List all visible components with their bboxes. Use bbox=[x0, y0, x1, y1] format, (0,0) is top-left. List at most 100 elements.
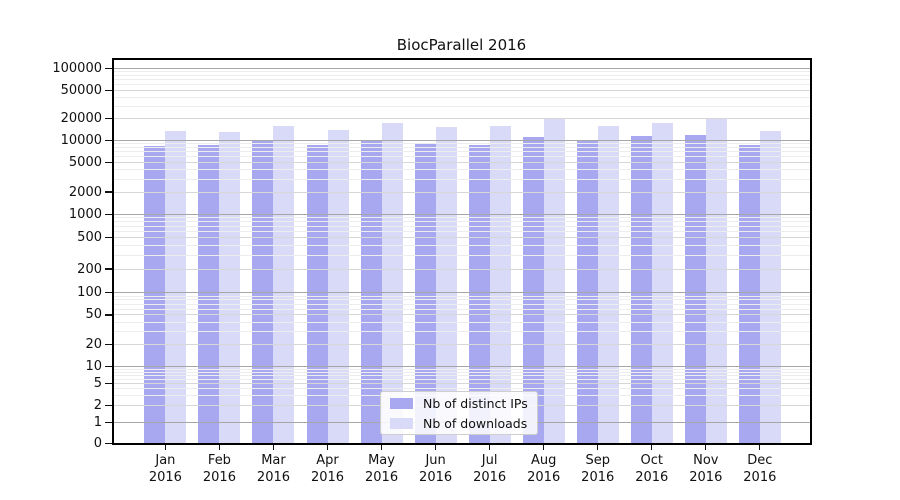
gridline-40000 bbox=[114, 96, 810, 98]
y-tick-5 bbox=[105, 382, 112, 385]
x-tick-label-nov: Nov 2016 bbox=[679, 452, 733, 486]
legend-item-distinct-ips: Nb of distinct IPs bbox=[390, 396, 528, 411]
y-tick-200 bbox=[105, 268, 112, 270]
x-tick-oct bbox=[651, 445, 653, 450]
x-label-year: 2016 bbox=[419, 470, 453, 485]
gridline-30 bbox=[114, 330, 810, 332]
x-tick-apr bbox=[326, 445, 329, 450]
x-tick-nov bbox=[705, 445, 707, 450]
x-label-year: 2016 bbox=[148, 470, 182, 485]
y-tick-2000 bbox=[105, 191, 112, 193]
x-tick-dec bbox=[759, 445, 761, 450]
x-tick-label-oct: Oct 2016 bbox=[625, 452, 679, 486]
gridline-2000 bbox=[114, 191, 810, 193]
gridline-90000 bbox=[114, 71, 810, 73]
gridline-60000 bbox=[114, 84, 810, 86]
x-label-year: 2016 bbox=[581, 470, 615, 485]
gridline-70000 bbox=[114, 79, 810, 81]
x-tick-mar bbox=[272, 445, 275, 450]
y-tick-2 bbox=[105, 405, 112, 407]
x-label-month: May bbox=[368, 453, 395, 468]
bar-distinct-ips-sep bbox=[576, 140, 598, 443]
x-label-year: 2016 bbox=[527, 470, 561, 485]
gridline-5000 bbox=[114, 162, 810, 164]
y-tick-label-10000: 10000 bbox=[60, 133, 102, 148]
y-tick-100000 bbox=[105, 68, 112, 70]
x-tick-jan bbox=[164, 445, 166, 450]
gridline-60 bbox=[114, 308, 810, 310]
x-tick-label-apr: Apr 2016 bbox=[301, 452, 355, 486]
y-tick-20000 bbox=[105, 118, 112, 120]
bar-downloads-jun bbox=[435, 126, 457, 443]
y-tick-label-10: 10 bbox=[85, 359, 102, 375]
y-tick-label-200: 200 bbox=[77, 261, 102, 277]
x-tick-feb bbox=[218, 445, 221, 450]
y-tick-label-50: 50 bbox=[85, 307, 102, 323]
gridline-200 bbox=[114, 268, 810, 270]
y-tick-label-5000: 5000 bbox=[68, 155, 102, 171]
x-tick-aug bbox=[543, 445, 545, 450]
x-label-year: 2016 bbox=[635, 470, 669, 485]
legend-label-downloads: Nb of downloads bbox=[423, 415, 528, 431]
y-tick-label-100000: 100000 bbox=[52, 61, 102, 77]
bar-downloads-may bbox=[381, 122, 403, 443]
x-label-month: Aug bbox=[530, 453, 557, 468]
x-label-month: Dec bbox=[747, 453, 773, 468]
x-label-month: Feb bbox=[207, 453, 231, 468]
x-label-month: Mar bbox=[261, 453, 286, 468]
gridline-800 bbox=[114, 221, 810, 223]
gridline-10000 bbox=[114, 140, 810, 141]
gridline-40 bbox=[114, 321, 810, 323]
x-tick-label-dec: Dec 2016 bbox=[733, 452, 787, 486]
y-tick-label-2: 2 bbox=[93, 398, 102, 414]
bar-downloads-jul bbox=[489, 125, 511, 443]
y-tick-1 bbox=[105, 422, 112, 424]
x-label-year: 2016 bbox=[743, 470, 777, 485]
bar-distinct-ips-may bbox=[360, 140, 382, 443]
x-label-month: Oct bbox=[640, 453, 663, 468]
x-tick-label-jan: Jan 2016 bbox=[138, 452, 192, 486]
x-tick-label-jul: Jul 2016 bbox=[463, 452, 517, 486]
legend-item-downloads: Nb of downloads bbox=[390, 416, 528, 431]
gridline-8000 bbox=[114, 147, 810, 149]
gridline-50 bbox=[114, 314, 810, 316]
gridline-400 bbox=[114, 244, 810, 246]
gridline-6 bbox=[114, 378, 810, 380]
legend-swatch-distinct-ips-icon bbox=[390, 397, 413, 409]
x-tick-label-feb: Feb 2016 bbox=[192, 452, 246, 486]
gridline-100000 bbox=[114, 68, 810, 70]
x-label-year: 2016 bbox=[202, 470, 236, 485]
gridline-9 bbox=[114, 368, 810, 370]
bar-distinct-ips-oct bbox=[630, 136, 652, 443]
gridline-7 bbox=[114, 374, 810, 376]
gridline-6000 bbox=[114, 156, 810, 158]
x-tick-label-aug: Aug 2016 bbox=[517, 452, 571, 486]
y-tick-label-50000: 50000 bbox=[60, 82, 102, 98]
legend: Nb of distinct IPs Nb of downloads bbox=[380, 391, 538, 435]
gridline-50000 bbox=[114, 89, 810, 91]
gridline-8 bbox=[114, 371, 810, 373]
gridline-3000 bbox=[114, 178, 810, 180]
gridline-20000 bbox=[114, 118, 810, 120]
bar-downloads-nov bbox=[705, 119, 727, 443]
x-tick-jul bbox=[489, 445, 491, 450]
x-label-month: Nov bbox=[693, 453, 719, 468]
y-tick-label-100: 100 bbox=[77, 285, 102, 301]
gridline-4000 bbox=[114, 169, 810, 171]
y-tick-label-20000: 20000 bbox=[60, 111, 102, 127]
gridline-100 bbox=[114, 292, 810, 294]
x-label-year: 2016 bbox=[473, 470, 507, 485]
legend-label-distinct-ips: Nb of distinct IPs bbox=[423, 395, 528, 411]
bar-downloads-jan bbox=[165, 130, 187, 443]
y-tick-10000 bbox=[105, 139, 112, 142]
gridline-5 bbox=[114, 383, 810, 385]
bar-distinct-ips-feb bbox=[198, 144, 220, 443]
gridline-80000 bbox=[114, 75, 810, 77]
bar-downloads-sep bbox=[597, 125, 619, 443]
gridline-9000 bbox=[114, 143, 810, 145]
x-label-month: Jun bbox=[425, 453, 446, 468]
y-tick-label-1: 1 bbox=[93, 415, 102, 431]
y-tick-label-1000: 1000 bbox=[68, 206, 102, 222]
bar-downloads-feb bbox=[219, 131, 241, 443]
gridline-20 bbox=[114, 343, 810, 345]
